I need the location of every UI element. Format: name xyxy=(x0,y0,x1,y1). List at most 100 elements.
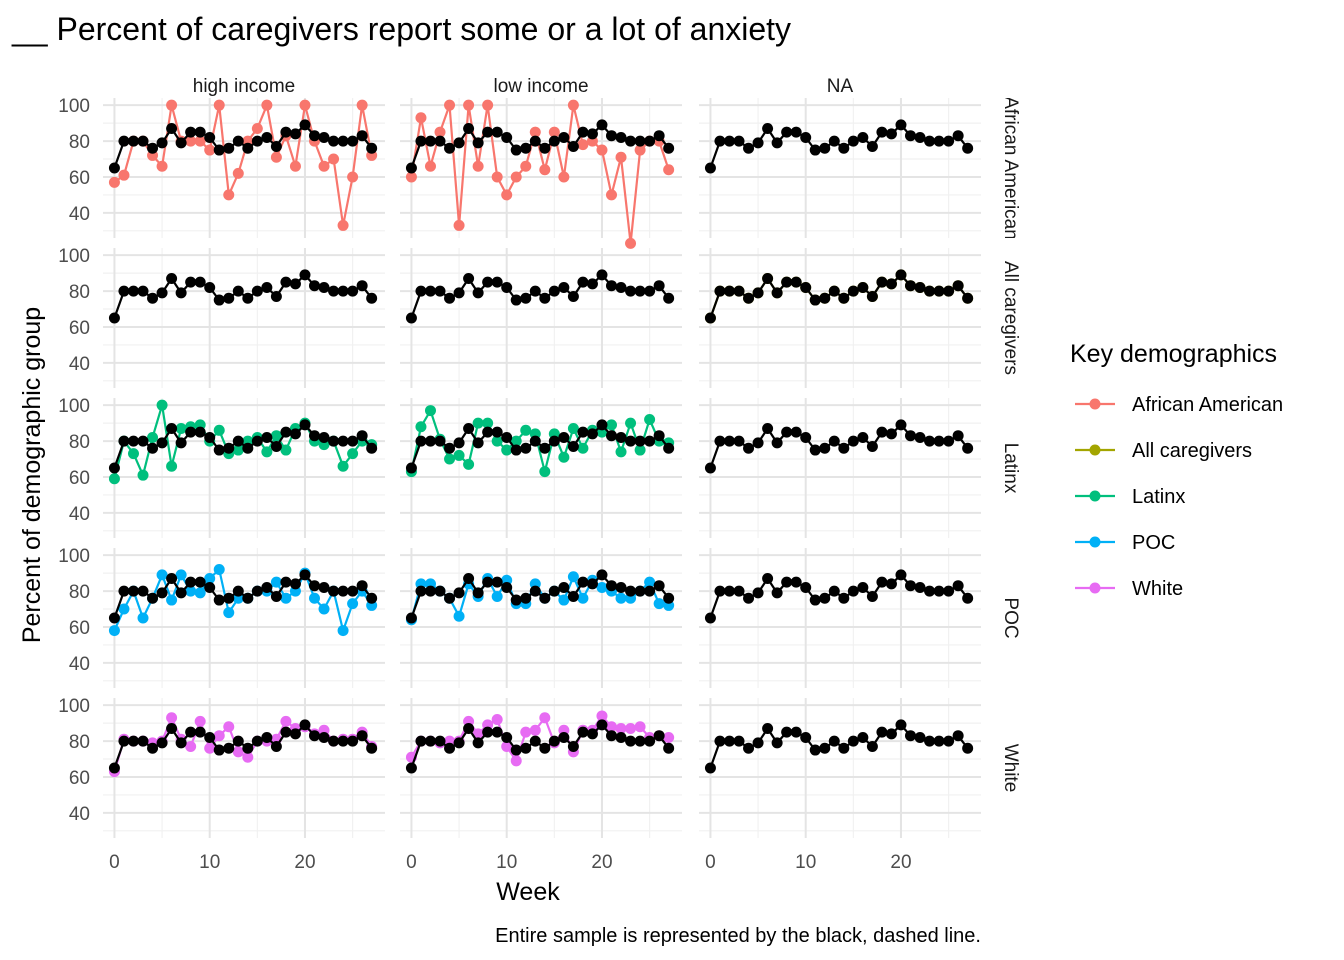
overall-series-point xyxy=(615,131,627,143)
overall-series-point xyxy=(828,135,840,147)
overall-series-point xyxy=(790,126,802,138)
overall-series-point xyxy=(723,435,735,447)
overall-series-point xyxy=(405,162,417,174)
overall-series-point xyxy=(444,142,456,154)
overall-series-point xyxy=(232,735,244,747)
series-point xyxy=(558,594,570,606)
x-tick-label: 0 xyxy=(705,852,716,873)
overall-series-point xyxy=(762,723,774,735)
overall-series-point xyxy=(261,131,273,143)
series-point xyxy=(347,448,359,460)
y-tick-label: 40 xyxy=(69,204,90,225)
overall-series-point xyxy=(895,719,907,731)
overall-series-point xyxy=(800,131,812,143)
overall-series-point xyxy=(809,594,821,606)
series-point xyxy=(204,144,216,156)
overall-series-point xyxy=(790,276,802,288)
x-tick-label: 10 xyxy=(199,852,220,873)
overall-series-point xyxy=(809,294,821,306)
series-point xyxy=(577,442,589,454)
overall-series-point xyxy=(634,135,646,147)
series-point xyxy=(318,160,330,172)
overall-series-point xyxy=(463,423,475,435)
overall-series-point xyxy=(356,580,368,592)
series-point xyxy=(309,592,320,604)
overall-series-point xyxy=(280,276,292,288)
series-point xyxy=(491,714,503,726)
overall-series-point xyxy=(127,135,139,147)
series-point xyxy=(510,435,522,447)
overall-series-point xyxy=(752,137,764,149)
overall-series-point xyxy=(185,576,197,588)
overall-series-point xyxy=(309,430,320,442)
overall-series-point xyxy=(213,294,225,306)
overall-series-point xyxy=(539,292,551,304)
overall-series-point xyxy=(185,426,197,438)
y-tick-label: 80 xyxy=(69,732,90,753)
overall-series-point xyxy=(866,290,878,302)
panel-3-2 xyxy=(699,548,981,688)
overall-series-point xyxy=(743,592,755,604)
overall-series-point xyxy=(472,437,484,449)
overall-series-point xyxy=(828,435,840,447)
overall-series-point xyxy=(943,585,955,597)
overall-series-point xyxy=(781,126,793,138)
series-point xyxy=(137,612,149,624)
overall-series-point xyxy=(127,285,139,297)
series-point xyxy=(625,237,637,249)
overall-series-point xyxy=(529,285,541,297)
overall-series-point xyxy=(194,576,206,588)
overall-series-point xyxy=(704,762,716,774)
series-point xyxy=(663,164,675,176)
overall-series-point xyxy=(453,737,465,749)
overall-series-point xyxy=(857,431,869,443)
overall-series-point xyxy=(204,281,216,293)
overall-series-point xyxy=(567,140,579,152)
overall-series-point xyxy=(434,735,446,747)
overall-series-point xyxy=(567,740,579,752)
overall-series-point xyxy=(147,742,159,754)
overall-series-point xyxy=(204,431,216,443)
chart-title: __ Percent of caregivers report some or … xyxy=(11,11,791,47)
series-point xyxy=(194,587,206,599)
series-point xyxy=(270,576,282,588)
overall-series-point xyxy=(634,285,646,297)
overall-series-point xyxy=(819,592,831,604)
overall-series-point xyxy=(866,140,878,152)
overall-series-point xyxy=(501,431,513,443)
overall-series-point xyxy=(914,731,926,743)
overall-series-point xyxy=(857,731,869,743)
overall-series-point xyxy=(510,594,522,606)
series-point xyxy=(548,126,560,138)
y-tick-label: 100 xyxy=(58,546,90,567)
series-point xyxy=(520,160,532,172)
overall-series-point xyxy=(347,735,359,747)
overall-series-point xyxy=(270,740,282,752)
series-point xyxy=(318,603,330,615)
overall-series-point xyxy=(289,578,301,590)
overall-series-point xyxy=(156,587,168,599)
overall-series-point xyxy=(127,585,139,597)
overall-series-point xyxy=(857,581,869,593)
series-point xyxy=(472,728,484,740)
overall-series-point xyxy=(933,285,945,297)
overall-series-point xyxy=(762,123,774,135)
series-point xyxy=(415,112,427,124)
overall-series-point xyxy=(558,581,570,593)
overall-series-point xyxy=(280,126,292,138)
overall-series-point xyxy=(289,428,301,440)
overall-series-point xyxy=(752,737,764,749)
overall-series-point xyxy=(472,287,484,299)
overall-series-point xyxy=(548,585,560,597)
overall-series-point xyxy=(175,437,187,449)
overall-series-point xyxy=(166,573,178,585)
series-point xyxy=(232,167,244,179)
overall-series-point xyxy=(653,730,665,742)
overall-series-point xyxy=(586,428,598,440)
overall-series-point xyxy=(108,312,120,324)
overall-series-point xyxy=(328,435,340,447)
overall-series-point xyxy=(175,587,187,599)
overall-series-point xyxy=(762,423,774,435)
overall-series-point xyxy=(586,728,598,740)
overall-series-point xyxy=(453,437,465,449)
